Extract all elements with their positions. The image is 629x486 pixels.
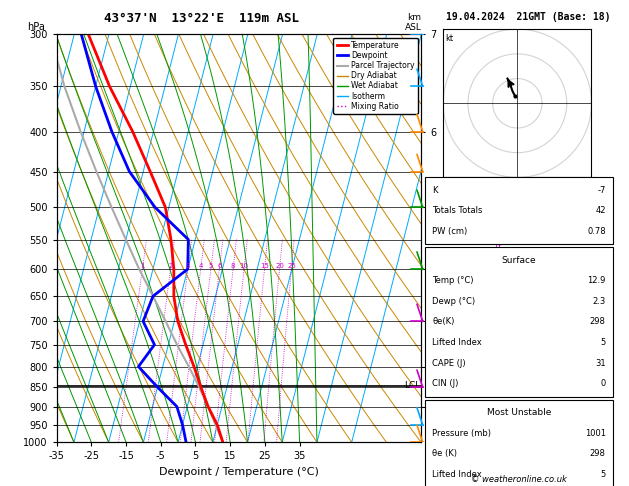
- Text: 298: 298: [590, 317, 606, 327]
- Text: K: K: [432, 186, 438, 195]
- Text: © weatheronline.co.uk: © weatheronline.co.uk: [471, 474, 567, 484]
- Text: 5: 5: [209, 263, 213, 269]
- Text: Mixing Ratio (g/kg): Mixing Ratio (g/kg): [497, 195, 506, 281]
- Text: 8: 8: [231, 263, 235, 269]
- Text: Dewp (°C): Dewp (°C): [432, 297, 476, 306]
- Text: 3: 3: [186, 263, 190, 269]
- Text: 31: 31: [595, 359, 606, 368]
- Text: 2: 2: [169, 263, 173, 269]
- Text: 15: 15: [260, 263, 269, 269]
- Text: Lifted Index: Lifted Index: [432, 338, 482, 347]
- Text: 0.78: 0.78: [587, 227, 606, 236]
- Text: 20: 20: [275, 263, 284, 269]
- Text: PW (cm): PW (cm): [432, 227, 467, 236]
- Text: 1: 1: [140, 263, 145, 269]
- Text: Temp (°C): Temp (°C): [432, 276, 474, 285]
- Text: θe (K): θe (K): [432, 449, 457, 458]
- Text: 298: 298: [590, 449, 606, 458]
- Text: CAPE (J): CAPE (J): [432, 359, 465, 368]
- Text: 0: 0: [601, 380, 606, 388]
- Text: 10: 10: [240, 263, 248, 269]
- Text: km
ASL: km ASL: [404, 13, 421, 32]
- Text: hPa: hPa: [28, 22, 45, 32]
- Text: 5: 5: [601, 338, 606, 347]
- Text: Lifted Index: Lifted Index: [432, 470, 482, 479]
- Text: Surface: Surface: [501, 256, 537, 264]
- Text: 42: 42: [595, 206, 606, 215]
- Text: θe(K): θe(K): [432, 317, 455, 327]
- Text: kt: kt: [446, 34, 454, 43]
- Text: 25: 25: [287, 263, 296, 269]
- Text: 2.3: 2.3: [593, 297, 606, 306]
- Bar: [425, 247, 613, 397]
- Text: 19.04.2024  21GMT (Base: 18): 19.04.2024 21GMT (Base: 18): [446, 12, 611, 22]
- Text: Totals Totals: Totals Totals: [432, 206, 482, 215]
- Text: 6: 6: [217, 263, 221, 269]
- Text: Most Unstable: Most Unstable: [487, 408, 551, 417]
- Bar: [425, 177, 613, 244]
- Text: CIN (J): CIN (J): [432, 380, 459, 388]
- Bar: [425, 399, 613, 486]
- Text: -7: -7: [598, 186, 606, 195]
- Text: 4: 4: [199, 263, 203, 269]
- Text: 1001: 1001: [585, 429, 606, 438]
- X-axis label: Dewpoint / Temperature (°C): Dewpoint / Temperature (°C): [159, 467, 319, 477]
- Text: LCL: LCL: [404, 382, 420, 390]
- Text: 43°37'N  13°22'E  119m ASL: 43°37'N 13°22'E 119m ASL: [104, 12, 299, 25]
- Text: 5: 5: [601, 470, 606, 479]
- Text: 12.9: 12.9: [587, 276, 606, 285]
- Text: Pressure (mb): Pressure (mb): [432, 429, 491, 438]
- Legend: Temperature, Dewpoint, Parcel Trajectory, Dry Adiabat, Wet Adiabat, Isotherm, Mi: Temperature, Dewpoint, Parcel Trajectory…: [333, 38, 418, 114]
